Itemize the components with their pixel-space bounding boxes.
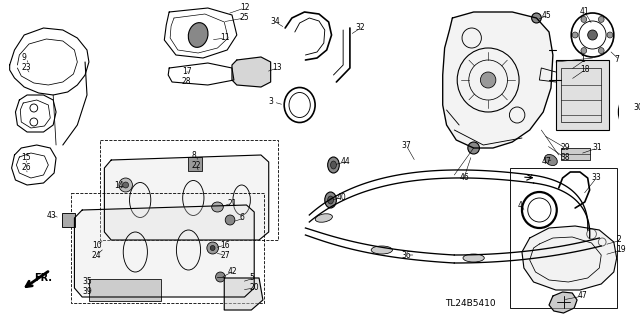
Text: 34: 34: [271, 18, 280, 26]
Text: 16: 16: [220, 241, 230, 249]
Ellipse shape: [598, 16, 604, 22]
Text: 39: 39: [82, 287, 92, 296]
Ellipse shape: [331, 161, 337, 169]
Polygon shape: [104, 155, 269, 240]
Ellipse shape: [324, 192, 337, 208]
Circle shape: [210, 246, 215, 250]
Text: 17: 17: [182, 68, 191, 77]
Text: 6: 6: [240, 213, 244, 222]
Text: 8: 8: [191, 151, 196, 160]
Circle shape: [119, 178, 132, 192]
Text: 18: 18: [580, 65, 589, 75]
Text: 21: 21: [227, 198, 237, 207]
Text: 26: 26: [21, 164, 31, 173]
Text: 28: 28: [182, 78, 191, 86]
Text: 13: 13: [273, 63, 282, 72]
Text: 2: 2: [617, 235, 621, 244]
Text: 35: 35: [82, 278, 92, 286]
Bar: [89, 279, 161, 301]
Text: 37: 37: [401, 140, 411, 150]
Text: 15: 15: [21, 153, 31, 162]
Polygon shape: [74, 205, 254, 297]
Ellipse shape: [572, 32, 578, 38]
Bar: [561, 148, 589, 160]
Text: 43: 43: [46, 211, 56, 219]
Polygon shape: [224, 278, 263, 310]
Circle shape: [481, 72, 496, 88]
Text: FR.: FR.: [34, 273, 52, 283]
Text: 29: 29: [561, 144, 570, 152]
Text: 9: 9: [21, 54, 26, 63]
Ellipse shape: [463, 254, 484, 262]
Text: 47: 47: [541, 158, 551, 167]
Circle shape: [588, 30, 597, 40]
Ellipse shape: [581, 16, 587, 22]
Text: 47: 47: [578, 292, 588, 300]
Ellipse shape: [545, 154, 557, 166]
Text: 11: 11: [220, 33, 230, 42]
Bar: [556, 60, 609, 130]
Bar: [510, 168, 617, 308]
Ellipse shape: [607, 32, 613, 38]
Ellipse shape: [598, 48, 604, 54]
Text: 41: 41: [580, 8, 589, 17]
Ellipse shape: [316, 214, 332, 222]
Text: 24: 24: [92, 250, 102, 259]
Text: 27: 27: [220, 250, 230, 259]
Text: 19: 19: [617, 246, 627, 255]
Bar: [561, 68, 601, 122]
Ellipse shape: [328, 157, 339, 173]
Text: 38: 38: [561, 153, 570, 162]
Circle shape: [216, 272, 225, 282]
Ellipse shape: [225, 215, 235, 225]
Text: 23: 23: [21, 63, 31, 72]
Text: 14: 14: [114, 181, 124, 189]
Circle shape: [532, 13, 541, 23]
Polygon shape: [232, 57, 271, 87]
Polygon shape: [549, 292, 577, 313]
Polygon shape: [443, 12, 553, 148]
Text: 20: 20: [250, 284, 259, 293]
Bar: [70, 193, 264, 303]
Ellipse shape: [188, 23, 208, 47]
Text: 3: 3: [269, 98, 273, 107]
Polygon shape: [522, 226, 617, 290]
Bar: [62, 213, 76, 227]
Text: 30: 30: [633, 103, 640, 113]
Text: 12: 12: [240, 4, 249, 12]
Circle shape: [123, 182, 129, 188]
Circle shape: [207, 242, 218, 254]
Text: 22: 22: [191, 160, 201, 169]
Ellipse shape: [581, 48, 587, 54]
Text: 40: 40: [337, 194, 346, 203]
Text: 46: 46: [459, 174, 469, 182]
Text: 31: 31: [593, 144, 602, 152]
Text: 45: 45: [541, 11, 551, 20]
Text: 44: 44: [340, 158, 350, 167]
Bar: [100, 140, 278, 240]
Text: 42: 42: [227, 268, 237, 277]
Text: 5: 5: [250, 273, 254, 283]
Text: 1: 1: [580, 56, 585, 64]
Ellipse shape: [371, 246, 392, 254]
Text: 36: 36: [401, 250, 411, 259]
Circle shape: [468, 142, 479, 154]
Text: 4: 4: [518, 201, 523, 210]
Text: 10: 10: [92, 241, 102, 249]
Text: 32: 32: [356, 24, 365, 33]
Ellipse shape: [328, 196, 333, 204]
Ellipse shape: [212, 202, 223, 212]
Text: 7: 7: [615, 56, 620, 64]
Text: 33: 33: [591, 174, 602, 182]
Bar: [189, 157, 202, 171]
Text: 25: 25: [240, 13, 250, 23]
Text: TL24B5410: TL24B5410: [445, 300, 495, 308]
